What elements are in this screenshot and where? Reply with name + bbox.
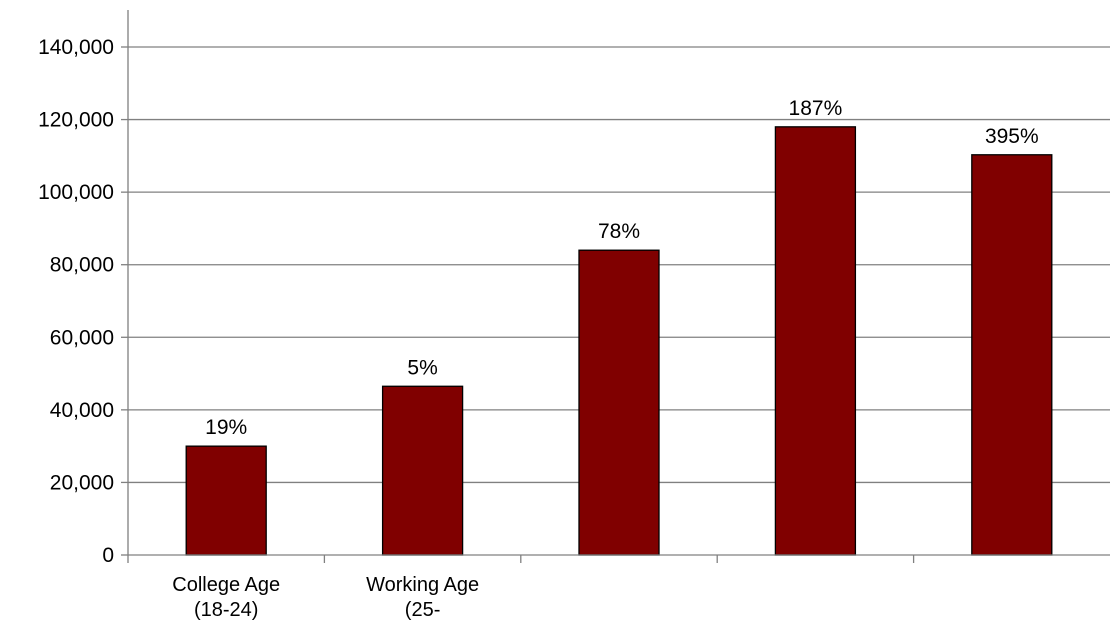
bar	[774, 126, 857, 556]
bar	[578, 249, 660, 556]
data-label: 395%	[985, 125, 1039, 148]
y-tick-label: 60,000	[50, 326, 114, 349]
y-tick-label: 100,000	[38, 181, 114, 204]
y-tick-label: 140,000	[38, 36, 114, 59]
bar	[381, 385, 464, 556]
data-label: 187%	[789, 97, 843, 120]
data-label: 5%	[407, 356, 437, 379]
bar	[971, 154, 1053, 556]
y-tick-label: 40,000	[50, 399, 114, 422]
y-tick-label: 0	[102, 544, 114, 567]
bars	[185, 126, 1053, 556]
bar	[185, 445, 267, 556]
y-tick-label: 80,000	[50, 254, 114, 277]
data-label: 78%	[598, 220, 640, 243]
y-tick-label: 120,000	[38, 109, 114, 132]
x-tick-label: College Age (18-24)	[172, 574, 280, 621]
y-tick-label: 20,000	[50, 471, 114, 494]
labels: 0 20,000 40,000 60,000 80,000 100,000 120,000 1…	[38, 36, 1039, 621]
x-tick-label: Working Age (25-	[366, 574, 479, 621]
data-label: 19%	[205, 416, 247, 439]
axes	[121, 10, 1110, 563]
